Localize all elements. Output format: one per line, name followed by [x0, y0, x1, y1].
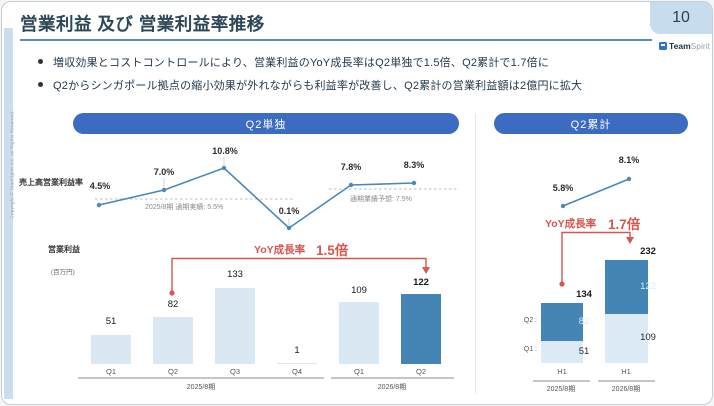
section-divider: [475, 114, 476, 394]
pct-label: 4.5%: [89, 181, 111, 191]
section-pill-label: Q2累計: [570, 118, 612, 131]
arrowhead-icon: [626, 237, 634, 244]
line-point: [411, 180, 417, 186]
bar-value-label: 133: [227, 269, 243, 280]
stacked-bar-2025-q2-segment: [541, 303, 583, 341]
segment-value-label: 51: [578, 346, 590, 357]
bullet-icon: [38, 82, 43, 87]
quarter-label: Q1: [105, 367, 116, 376]
ref-line-label-actual: 2025/8期 通期実績: 5.5%: [145, 204, 224, 211]
line-point: [286, 225, 292, 231]
bar-2025-q3: [215, 288, 255, 364]
bar-2026-q2: [401, 294, 441, 364]
pct-label: 8.1%: [618, 155, 640, 165]
bar-value-label: 122: [413, 277, 429, 288]
yoy-arrow-standalone: [171, 257, 427, 293]
section-pill-q2-cumulative: Q2累計: [494, 113, 688, 134]
summary-bullets: 増収効果とコストコントロールにより、営業利益のYoY成長率はQ2単独で1.5倍、…: [38, 54, 688, 100]
category-label: H1: [557, 367, 567, 376]
line-point: [348, 182, 354, 188]
section-pill-q2-standalone: Q2単独: [73, 113, 459, 134]
profit-axis-label: 営業利益: [48, 245, 80, 254]
yoy-anchor-dot: [559, 281, 565, 287]
title-underline: [20, 39, 652, 41]
stacked-bar-2026-q1-segment: [605, 314, 648, 363]
line-point: [96, 202, 102, 208]
bullet-item: 増収効果とコストコントロールにより、営業利益のYoY成長率はQ2単独で1.5倍、…: [38, 54, 688, 70]
section-pill-label: Q2単独: [245, 118, 287, 131]
left-accent-strip: [4, 28, 13, 399]
logo-text-spirit: Spirit: [690, 41, 710, 51]
line-point: [626, 176, 632, 182]
yoy-label: YoY成長率: [545, 218, 597, 230]
page-title: 営業利益 及び 営業利益率推移: [20, 14, 265, 34]
bar-value-label: 1: [294, 345, 300, 356]
yoy-label: YoY成長率: [254, 244, 306, 256]
bar-2025-q2: [153, 317, 193, 364]
bar-value-label: 82: [167, 299, 179, 310]
yoy-multiplier: 1.5倍: [316, 243, 349, 258]
quarter-label: Q4: [291, 367, 302, 376]
stacked-bar-2025-q1-segment: [541, 341, 583, 363]
line-point: [161, 187, 167, 193]
bullet-text: Q2からシンガポール拠点の縮小効果が外れながらも利益率が改善し、Q2累計の営業利…: [53, 80, 583, 92]
segment-value-label: 109: [640, 332, 656, 343]
bar-value-label: 109: [351, 285, 367, 296]
teamspirit-logo-icon: [659, 42, 668, 50]
pct-label: 10.8%: [212, 146, 238, 156]
line-point: [560, 203, 566, 209]
period-label: 2026/8期: [611, 386, 641, 393]
bar-2025-q1: [91, 335, 131, 364]
stacked-total-label: 232: [640, 246, 656, 257]
copyright-text: Copyright © TeamSpirit Inc. All Rights R…: [9, 110, 15, 219]
quarter-label: Q1: [353, 367, 364, 376]
quarter-label: Q2: [415, 367, 426, 376]
arrowhead-icon: [422, 267, 430, 274]
period-label: 2026/8期: [377, 384, 407, 391]
unit-label: (百万円): [51, 269, 75, 276]
bar-2026-q1: [339, 302, 379, 364]
bullet-text: 増収効果とコストコントロールにより、営業利益のYoY成長率はQ2単独で1.5倍、…: [53, 57, 550, 69]
yoy-anchor-dot: [169, 290, 175, 296]
category-label: H1: [621, 367, 631, 376]
page-number: 10: [672, 9, 690, 26]
pct-label: 8.3%: [403, 160, 425, 170]
series-row-label-q2: Q2 :: [523, 317, 537, 324]
line-point: [221, 165, 227, 171]
period-label: 2025/8期: [546, 386, 576, 393]
period-label: 2025/8期: [186, 384, 216, 391]
bar-2025-q4: [277, 362, 317, 364]
bar-value-label: 51: [105, 316, 117, 327]
logo-text-team: Team: [669, 41, 691, 51]
bullet-item: Q2からシンガポール拠点の縮小効果が外れながらも利益率が改善し、Q2累計の営業利…: [38, 77, 688, 93]
segment-value-label: 122: [640, 281, 656, 292]
margin-axis-label: 売上高営業利益率: [19, 178, 83, 187]
pct-label: 0.1%: [278, 206, 300, 216]
pct-label: 5.8%: [552, 183, 574, 193]
bullet-icon: [38, 59, 43, 64]
teamspirit-logo: TeamSpirit: [2, 41, 710, 51]
pct-label: 7.8%: [340, 162, 362, 172]
ref-line-label-forecast: 通期業績予想: 7.5%: [350, 196, 412, 203]
segment-value-label: 82: [578, 316, 590, 327]
yoy-multiplier: 1.7倍: [608, 217, 641, 232]
stacked-total-label: 134: [576, 289, 592, 300]
pct-label: 7.0%: [153, 167, 175, 177]
page-number-badge: 10: [650, 2, 712, 34]
quarter-label: Q2: [167, 367, 178, 376]
stacked-bar-2026-q2-segment: [605, 260, 648, 314]
quarter-label: Q3: [229, 367, 240, 376]
series-row-label-q1: Q1 :: [523, 346, 537, 353]
